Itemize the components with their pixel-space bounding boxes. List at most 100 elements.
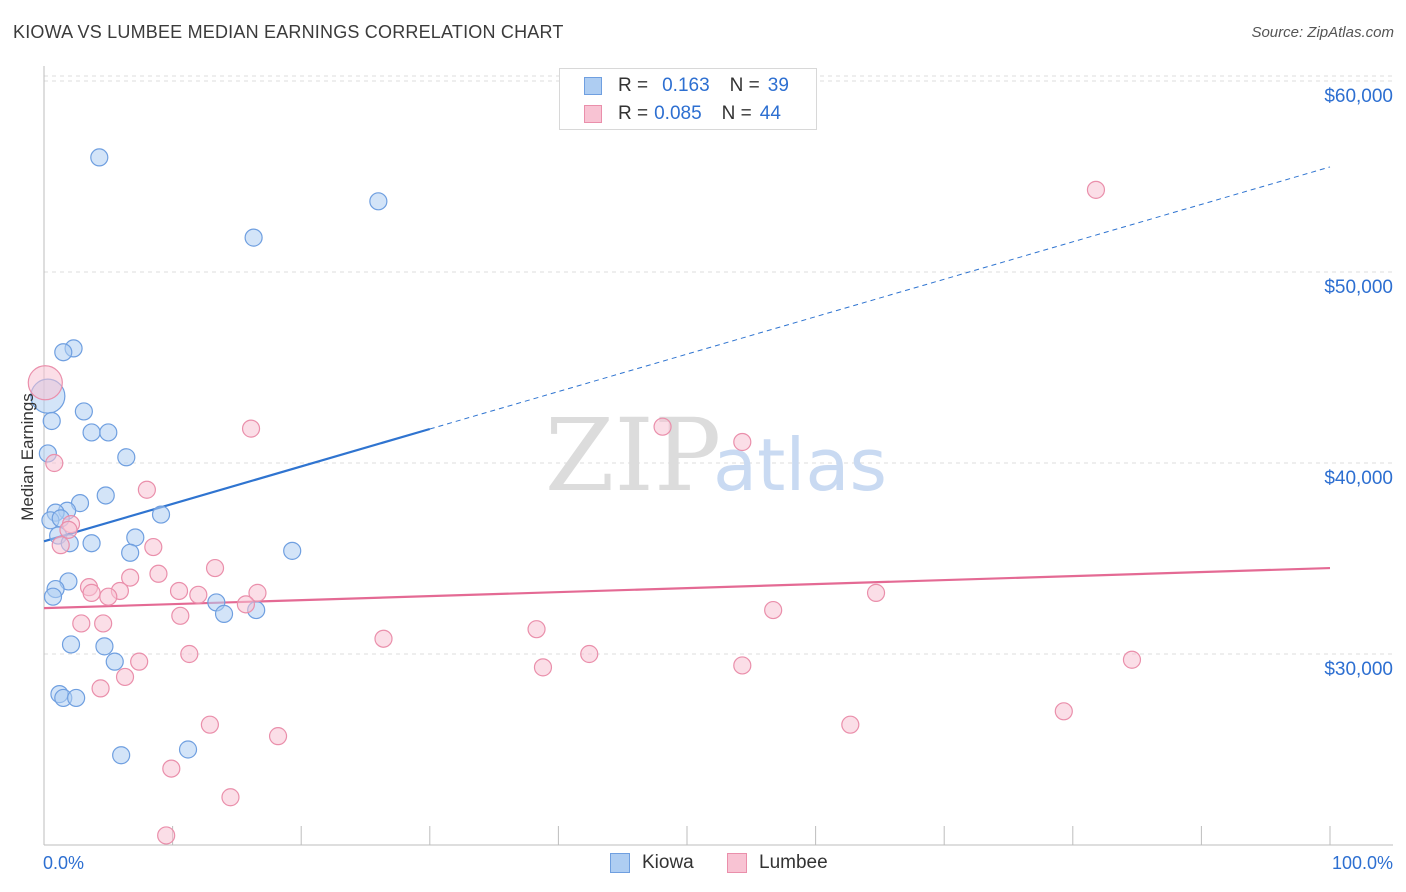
lumbee-point-15 (82, 583, 101, 602)
lumbee-point-0 (27, 365, 63, 401)
legend-row-kiowa: R = 0.163 N = 39 (584, 72, 789, 100)
lumbee-point-1 (1086, 180, 1106, 199)
y-axis-label: Median Earnings (18, 393, 37, 521)
trend-lines (43, 166, 1331, 610)
legend-r-value: 0.163 (662, 75, 710, 96)
kiowa-point-27 (43, 587, 63, 606)
lumbee-point-23 (764, 600, 783, 620)
lumbee-point-29 (180, 644, 199, 664)
lumbee-point-42 (221, 788, 240, 807)
lumbee-point-3 (653, 417, 672, 436)
lumbee-point-18 (189, 585, 208, 604)
kiowa-trend-line-extension (429, 166, 1331, 430)
lumbee-point-19 (248, 583, 267, 602)
legend-n-label: N = (729, 75, 760, 96)
chart-title: KIOWA VS LUMBEE MEDIAN EARNINGS CORRELAT… (13, 22, 564, 42)
y-tick-label-30000: $30,000 (1324, 659, 1393, 680)
lumbee-points (27, 180, 1142, 845)
kiowa-point-4 (54, 343, 73, 362)
kiowa-point-10 (117, 448, 136, 467)
kiowa-legend-swatch (610, 853, 630, 873)
x-tick-label-min: 0.0% (43, 853, 85, 873)
kiowa-point-33 (105, 652, 124, 671)
lumbee-point-10 (144, 537, 163, 557)
lumbee-point-28 (374, 629, 393, 648)
lumbee-point-12 (149, 564, 168, 583)
y-tick-label-60000: $60,000 (1324, 86, 1393, 107)
gridlines (44, 75, 1393, 655)
lumbee-point-32 (130, 652, 149, 671)
legend-item-lumbee: Lumbee (727, 852, 828, 874)
watermark: ZIP atlas (545, 397, 887, 514)
lumbee-legend-swatch (727, 853, 747, 873)
lumbee-point-39 (841, 715, 860, 734)
lumbee-point-35 (115, 667, 135, 687)
kiowa-point-24 (283, 541, 302, 560)
lumbee-legend-label: Lumbee (759, 852, 828, 873)
lumbee-point-25 (72, 614, 91, 633)
kiowa-trend-line (43, 427, 431, 543)
lumbee-point-2 (241, 419, 261, 438)
lumbee-point-6 (137, 480, 156, 499)
lumbee-point-11 (205, 558, 225, 578)
lumbee-point-21 (866, 583, 886, 602)
kiowa-point-37 (178, 740, 198, 759)
legend-n-value: 44 (759, 103, 781, 124)
kiowa-point-0 (90, 148, 109, 167)
kiowa-point-38 (112, 746, 131, 765)
y-tick-label-40000: $40,000 (1324, 468, 1393, 489)
lumbee-point-41 (162, 759, 181, 778)
lumbee-point-34 (733, 656, 752, 675)
lumbee-point-36 (91, 679, 110, 698)
kiowa-point-20 (126, 528, 145, 547)
y-tick-label-50000: $50,000 (1324, 277, 1393, 298)
legend-row-lumbee: R = 0.085 N = 44 (584, 100, 781, 128)
lumbee-point-9 (51, 536, 70, 555)
kiowa-point-31 (61, 635, 81, 654)
correlation-legend: R = 0.163 N = 39 R = 0.085 N = 44 (559, 68, 817, 130)
lumbee-point-33 (533, 658, 553, 677)
lumbee-trend-line (43, 566, 1331, 610)
lumbee-point-43 (157, 826, 176, 845)
lumbee-point-38 (200, 715, 219, 734)
lumbee-point-30 (580, 644, 599, 664)
legend-r-value: 0.085 (654, 103, 702, 124)
kiowa-point-12 (96, 486, 115, 505)
legend-n-label: N = (721, 103, 752, 124)
kiowa-point-1 (369, 192, 388, 211)
lumbee-point-13 (121, 568, 140, 587)
kiowa-point-32 (95, 637, 114, 656)
kiowa-legend-label: Kiowa (642, 852, 694, 873)
lumbee-point-24 (171, 606, 190, 625)
lumbee-point-20 (99, 587, 118, 606)
series-legend: Kiowa Lumbee (0, 852, 1406, 878)
kiowa-point-8 (82, 423, 101, 442)
legend-n-value: 39 (767, 75, 789, 96)
kiowa-point-22 (82, 534, 101, 553)
source-note: Source: ZipAtlas.com (1251, 24, 1394, 41)
lumbee-point-17 (169, 581, 189, 601)
kiowa-swatch (584, 77, 602, 95)
lumbee-point-37 (1054, 702, 1073, 721)
kiowa-point-6 (42, 411, 61, 431)
lumbee-point-5 (45, 453, 64, 473)
legend-item-kiowa: Kiowa (610, 852, 694, 874)
lumbee-point-31 (1122, 650, 1142, 669)
lumbee-point-40 (268, 727, 288, 746)
kiowa-point-36 (67, 688, 86, 708)
kiowa-point-16 (151, 505, 171, 524)
lumbee-point-4 (733, 432, 752, 452)
kiowa-point-23 (121, 543, 140, 562)
kiowa-point-29 (214, 604, 234, 623)
lumbee-point-27 (527, 620, 546, 639)
legend-r-label: R = (618, 75, 649, 96)
lumbee-swatch (584, 105, 602, 123)
kiowa-point-2 (244, 228, 263, 247)
lumbee-point-22 (236, 595, 256, 614)
watermark-zip: ZIP (545, 397, 721, 514)
kiowa-point-7 (74, 402, 93, 421)
legend-r-label: R = (618, 103, 649, 124)
lumbee-point-26 (94, 614, 113, 633)
kiowa-point-9 (99, 423, 118, 442)
